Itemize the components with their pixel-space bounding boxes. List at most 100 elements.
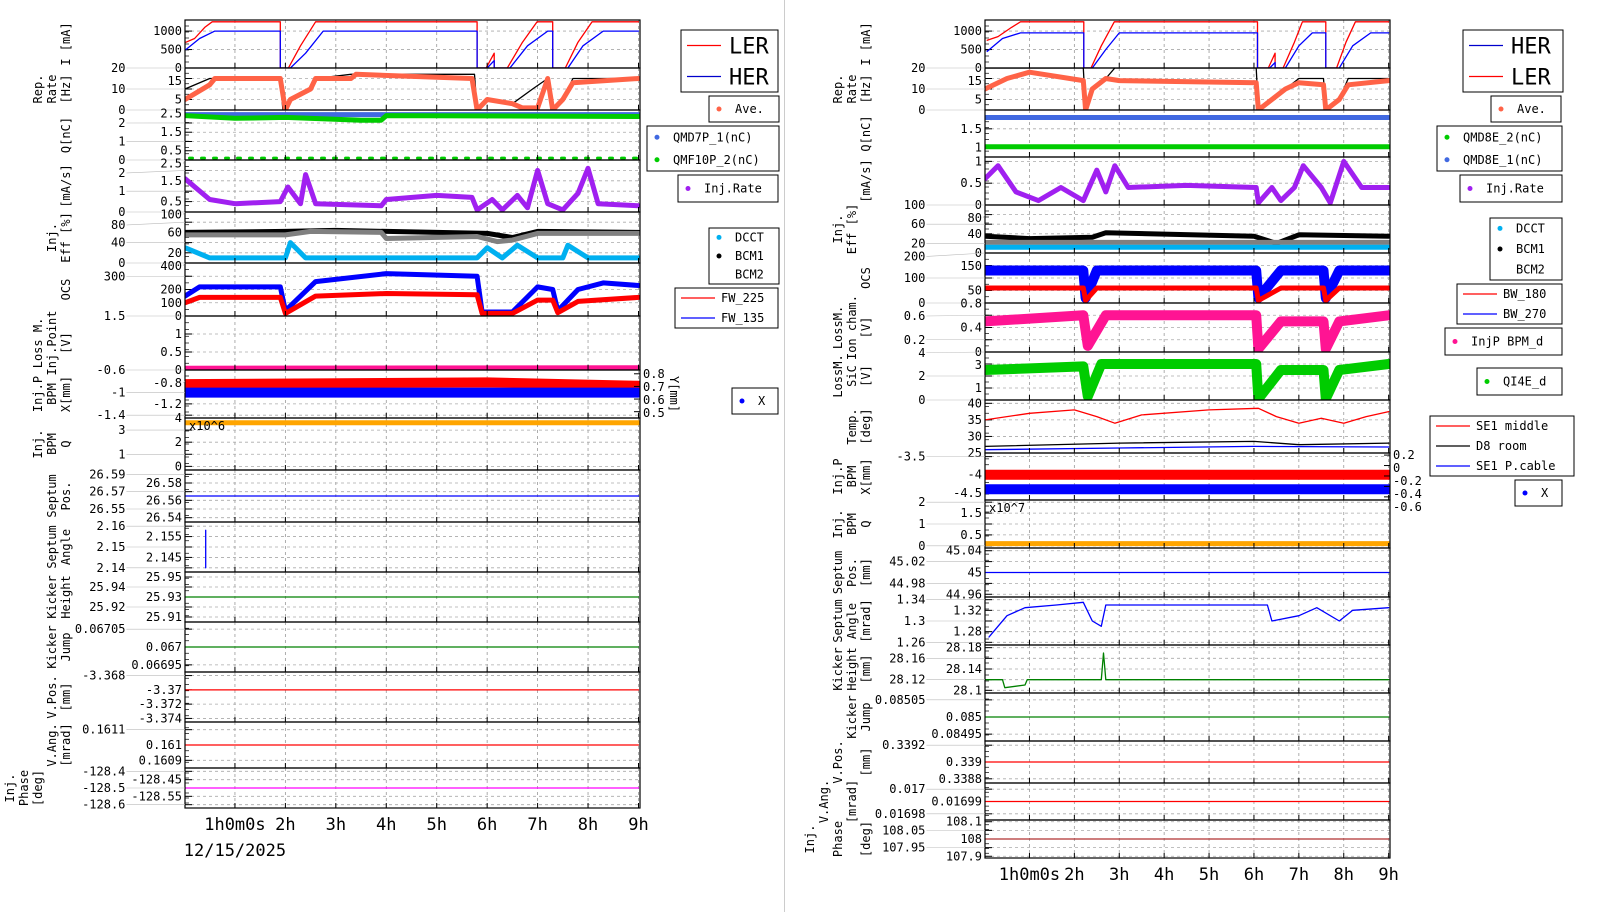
series-group (185, 112, 640, 160)
y-tick-label: 0.4 (960, 321, 982, 335)
y-axis-label-line: Inj.P (31, 376, 45, 412)
legend-label: X (758, 394, 766, 408)
right-y-tick-label: 0 (1393, 461, 1400, 475)
y-tick-label: 45 (968, 566, 982, 580)
y-tick-label: 150 (960, 259, 982, 273)
y-axis-label-line: [mm] (59, 683, 73, 712)
legend: HER LER (1462, 29, 1564, 93)
y-tick-label: 1 (975, 154, 982, 168)
y-tick-label: -3.368 (82, 669, 125, 683)
series-se1-middle (985, 407, 1390, 424)
y-axis-label-line: BPM (45, 433, 59, 455)
y-tick-label: 1.28 (953, 625, 982, 639)
panel: 44.96 44.98 45 45.02 45.04 Septum Pos. [mm] (831, 544, 1391, 601)
y-tick-label: 2.5 (160, 157, 182, 171)
series-her (986, 32, 1390, 68)
y-axis-label-line: BPM (45, 383, 59, 405)
panel: 0.01698 0.01699 0.017 V.Ang. [mrad] (817, 780, 1391, 823)
y-tick-label: 0.08505 (875, 693, 926, 707)
legend-label: HER (729, 66, 769, 91)
series-group (985, 158, 1390, 205)
y-tick-label: 10 (111, 82, 125, 96)
y-tick-label: 4 (175, 411, 182, 425)
x-tick-label: 2h (1064, 865, 1084, 885)
series-group (185, 271, 640, 316)
legend-label: BCM1 (735, 249, 764, 263)
y-axis-label-line: [mrad] (845, 780, 859, 823)
y-axis-label-line: LossM. (831, 306, 845, 349)
y-axis-label-line: [deg] (31, 770, 45, 806)
series-bcm1 (985, 230, 1390, 246)
series-qmf10p-2-nc- (185, 113, 640, 123)
y-tick-label: 1 (918, 517, 925, 531)
tick-leader (182, 159, 186, 164)
y-axis-label-line: BPM (845, 466, 859, 488)
y-tick-label: 2 (918, 369, 925, 383)
y-tick-label: 1.3 (904, 614, 926, 628)
series-her (185, 30, 640, 68)
y-tick-label: 26.56 (146, 493, 182, 507)
y-axis-label-line: [mA/s] (59, 164, 73, 207)
panel: 0.06695 0.067 0.06705 Kicker Jump (45, 621, 641, 673)
y-tick-label: 1000 (153, 24, 182, 38)
y-tick-label: 500 (960, 43, 982, 57)
legend-dot-marker (654, 157, 660, 163)
y-tick-label: 3 (975, 358, 982, 372)
legend-label: QMD8E_2(nC) (1463, 130, 1542, 144)
y-axis-label-line: V.Pos. (45, 675, 59, 718)
panel-frame (984, 819, 1391, 859)
y-tick-label: 2.155 (146, 530, 182, 544)
y-tick-label: 0 (118, 103, 125, 117)
y-tick-label: 2 (918, 495, 925, 509)
y-tick-label: 25.94 (89, 580, 125, 594)
y-tick-label: 100 (160, 296, 182, 310)
y-axis-label-line: [mm] (859, 748, 873, 777)
panel: 26.54 26.55 26.56 26.57 26.58 26.59 Septum Pos. (45, 467, 641, 525)
y-tick-label: 0.339 (946, 755, 982, 769)
y-tick-label: 0.5 (160, 345, 182, 359)
y-axis-label-line: Rate (45, 75, 59, 104)
legend-box (1514, 479, 1563, 507)
y-axis-label-line: Pos. (845, 558, 859, 587)
legend: QI4E_d (1476, 367, 1563, 396)
series-trace-0 (988, 601, 1390, 638)
y-tick-label: 0.5 (960, 528, 982, 542)
legend-label: Inj.Rate (1486, 182, 1544, 196)
y-axis-label-line: [Hz] (59, 75, 73, 104)
series-injp-bpm-d (985, 310, 1390, 352)
legend-dot-marker (1444, 134, 1450, 140)
y-axis-label-line: [deg] (859, 408, 873, 444)
y-tick-label: 40 (968, 396, 982, 410)
y-tick-label: 15 (968, 74, 982, 88)
y-tick-label: 1.5 (960, 122, 982, 136)
legend-box (680, 29, 779, 93)
tick-leader (182, 262, 186, 266)
y-tick-label: 1.5 (960, 506, 982, 520)
panel-frame (184, 315, 641, 371)
panel: 25.91 25.92 25.93 25.94 25.95 Kicker Height (45, 570, 641, 624)
tick-leader (982, 214, 986, 219)
y-axis-label-line: [mrad] (59, 723, 73, 766)
x-tick-label: 6h (1244, 865, 1264, 885)
legend: InjP BPM_d (1444, 327, 1563, 356)
y-tick-label: -128.45 (131, 773, 182, 787)
x-tick-label: 7h (527, 815, 547, 835)
y-axis-label-line: Septum (831, 551, 845, 594)
legend: Ave. (1490, 95, 1562, 123)
y-axis-label-line: Kicker (45, 625, 59, 668)
y-axis-label-line: SiC (845, 365, 859, 387)
y-tick-label: 400 (160, 259, 182, 273)
y-axis-label-line: Angle (845, 603, 859, 639)
panel: 25 30 35 40 Temp. [deg] SE1 middle D8 room SE1 P… (845, 396, 1575, 477)
y-tick-label: 108.05 (882, 823, 925, 837)
legend: QMD8E_2(nC) QMD8E_1(nC) (1436, 125, 1563, 172)
y-tick-label: 1 (175, 327, 182, 341)
right-y-tick-label: -0.2 (1393, 474, 1422, 488)
x-tick-label: 7h (1289, 865, 1309, 885)
legend-box (1462, 29, 1564, 93)
y-axis-label-line: [deg] (859, 821, 873, 857)
y-axis-label-line: [mA/s] (859, 159, 873, 202)
y-tick-label: 1 (975, 381, 982, 395)
panel: 1 1.5 Q[nC] QMD8E_2(nC) QMD8E_1(nC) (859, 109, 1563, 172)
